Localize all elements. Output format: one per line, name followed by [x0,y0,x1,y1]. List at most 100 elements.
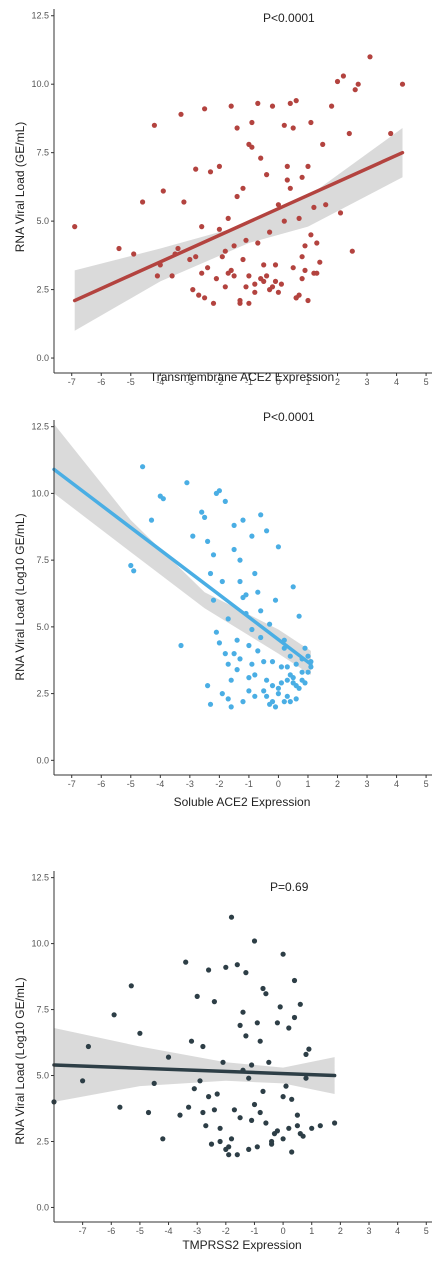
data-point [160,188,166,194]
data-point [251,938,258,944]
y-tick-label: 0.0 [36,1202,49,1212]
data-point [261,688,267,694]
data-point [199,509,205,515]
data-point [255,240,261,246]
x-tick-label: -5 [136,1226,144,1236]
data-point [193,166,199,172]
data-point [311,204,317,210]
data-point [272,704,279,710]
data-point [237,1115,243,1121]
data-point [284,664,290,670]
data-point [220,1059,226,1065]
data-point [206,1094,212,1100]
data-point [388,130,394,137]
data-point [287,699,293,705]
data-point [234,1152,240,1158]
data-point [228,267,234,273]
data-point [264,677,270,683]
data-point [225,215,231,221]
data-point [269,1138,275,1145]
data-point [258,512,264,518]
data-point [210,300,217,306]
data-point [267,229,273,235]
data-point [299,677,305,683]
data-point [280,1136,286,1142]
data-point [237,656,243,662]
y-tick-label: 12.5 [31,873,49,883]
data-point [302,267,308,273]
data-point [257,1109,263,1116]
data-point [237,557,243,563]
y-tick-label: 0.0 [36,755,49,765]
data-point [231,651,237,657]
data-point [151,122,157,128]
x-tick-label: -6 [97,779,105,789]
data-point [246,688,252,694]
data-point [254,1020,260,1026]
data-point [286,1025,292,1031]
data-point [237,578,243,585]
data-point [234,193,240,200]
data-point [314,240,320,246]
data-point [216,488,222,494]
data-point [228,677,234,683]
data-point [206,967,212,973]
data-point [175,245,181,252]
data-point [243,970,249,976]
data-point [207,169,214,175]
data-point [340,73,346,79]
data-point [240,699,246,705]
data-point [216,163,222,169]
data-point [367,54,373,60]
data-point [291,1014,298,1021]
data-point [281,699,287,705]
x-tick-label: -4 [165,1226,173,1236]
data-point [211,999,217,1005]
data-point [294,1123,300,1129]
data-point [197,1078,203,1084]
data-point [275,691,281,697]
data-point [214,1091,220,1097]
data-point [186,1104,192,1110]
x-tick-label: -4 [156,779,164,789]
data-point [246,675,252,681]
data-point [213,276,219,282]
data-point [280,1094,286,1100]
data-point [228,1136,235,1142]
data-point [281,218,287,224]
data-point [231,243,237,249]
x-tick-label: 5 [424,1226,429,1236]
data-point [305,163,311,169]
regression-line [52,1063,337,1078]
data-point [183,959,189,965]
data-point [137,1030,143,1036]
data-point [200,1043,206,1050]
data-point [249,626,255,633]
data-point [177,1112,183,1118]
data-point [219,691,225,697]
data-point [303,1051,309,1057]
data-point [169,273,175,279]
data-point [140,464,146,470]
x-tick-label: 2 [338,1226,343,1236]
data-point [284,693,290,699]
data-point [205,265,211,271]
data-point [249,119,255,126]
data-point [140,199,146,205]
data-point [296,215,302,221]
data-point [258,634,264,641]
data-point [252,281,258,287]
x-tick-label: 5 [424,779,429,789]
data-point [293,661,299,667]
data-point [131,251,137,257]
scatter-chart: 0.0 2.5 5.0 7.5 10.0 12.5 -7 -6 -5 -4 -3 -2 -1 0 1 2 3 4 5… [13,410,432,809]
data-point [287,100,293,106]
data-point [311,270,317,276]
regression-line [52,467,313,666]
data-point [111,1012,117,1018]
data-point [257,1038,263,1044]
data-point [317,259,323,265]
chart-panel-transmembrane-ace2: 0.0 2.5 5.0 7.5 10.0 12.5 -7 -6 -5 -4 -3 -2 -1 0 1 2 3 4 5… [0,0,433,395]
data-point [222,248,228,254]
data-point [305,297,311,304]
